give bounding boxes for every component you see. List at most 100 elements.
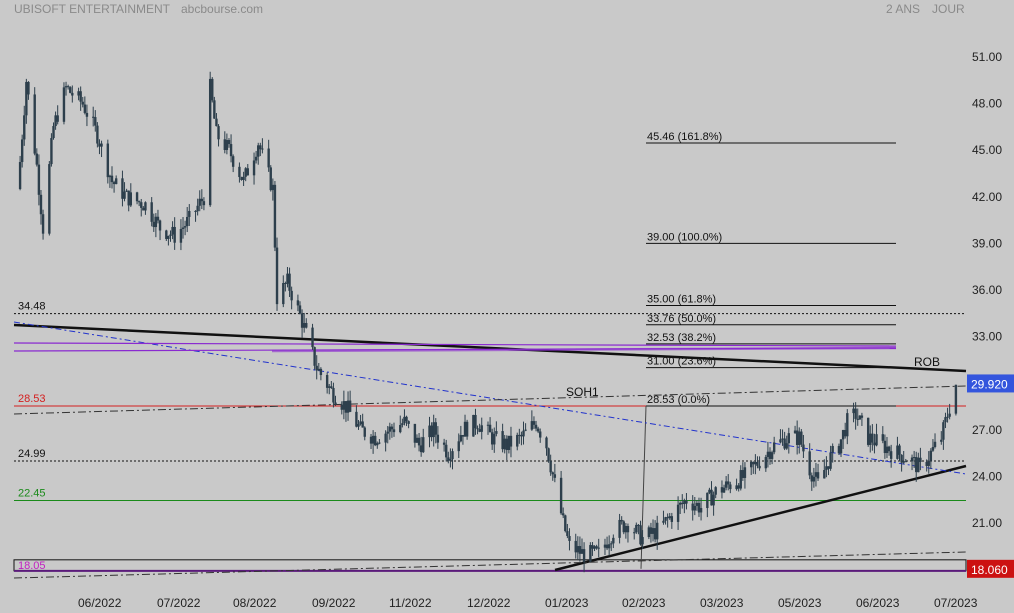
candle-body — [827, 466, 830, 469]
candle-body — [846, 413, 849, 437]
candle-body — [896, 445, 899, 459]
candle-body — [670, 516, 674, 522]
candle-body — [23, 115, 26, 140]
candle-body — [787, 433, 790, 444]
candle-body — [706, 492, 709, 509]
candle-body — [651, 528, 655, 534]
candle-body — [50, 138, 53, 165]
candle-body — [595, 546, 598, 549]
candle-body — [252, 160, 256, 176]
candle-body — [348, 400, 352, 412]
candle-body — [597, 547, 600, 549]
candle-body — [524, 429, 527, 431]
level-label: 34.48 — [18, 301, 46, 313]
candle-body — [768, 451, 772, 459]
candle-body — [639, 525, 642, 545]
level-label: 22.45 — [18, 487, 46, 499]
candle-body — [156, 216, 160, 221]
candle-body — [649, 527, 653, 534]
fibonacci-label: 45.46 (161.8%) — [647, 131, 722, 143]
candle-body — [445, 444, 448, 458]
candle-body — [490, 432, 494, 445]
y-tick-label: 27.00 — [972, 423, 1002, 437]
candle-body — [831, 446, 834, 453]
candle-body — [578, 546, 582, 554]
resistance-trendline — [13, 323, 967, 373]
candle-body — [344, 401, 348, 413]
candle-body — [536, 428, 540, 432]
candle-body — [770, 452, 774, 459]
candle-body — [317, 368, 320, 371]
candle-body — [167, 235, 170, 239]
period-button[interactable]: 2 ANS — [886, 2, 920, 16]
candle-body — [244, 168, 247, 177]
price-candles — [18, 71, 958, 573]
candle-body — [211, 78, 214, 101]
candle-body — [501, 431, 504, 450]
candle-body — [319, 368, 323, 376]
candle-body — [633, 532, 636, 534]
candle-body — [56, 115, 59, 122]
candle-body — [37, 164, 41, 195]
candle-body — [240, 177, 243, 180]
candle-body — [568, 535, 571, 541]
candle-body — [386, 431, 389, 434]
candle-body — [463, 421, 467, 437]
candle-body — [376, 443, 379, 446]
y-tick-label: 24.00 — [972, 469, 1002, 483]
candle-body — [371, 435, 375, 444]
candle-body — [618, 519, 621, 538]
candle-body — [407, 421, 410, 424]
candle-body — [54, 115, 57, 127]
candle-body — [357, 424, 360, 427]
candle-body — [530, 421, 534, 430]
candle-body — [71, 92, 74, 96]
candle-body — [727, 481, 730, 485]
candle-body — [693, 505, 696, 511]
candle-body — [929, 450, 933, 461]
candle-body — [562, 513, 565, 516]
candle-body — [714, 487, 717, 495]
candle-body — [198, 198, 201, 206]
interval-button[interactable]: JOUR — [932, 2, 965, 16]
candle-body — [388, 426, 392, 432]
candle-body — [697, 502, 701, 513]
candle-body — [779, 439, 782, 443]
candle-body — [685, 500, 688, 504]
candle-body — [823, 470, 826, 479]
candle-body — [330, 386, 333, 388]
candle-body — [875, 434, 878, 446]
candle-body — [591, 545, 594, 549]
candle-body — [359, 421, 362, 425]
purple-line-band — [271, 346, 897, 353]
level-label: 24.99 — [18, 448, 46, 460]
candle-body — [96, 125, 99, 144]
candle-body — [169, 234, 172, 236]
y-tick-label: 36.00 — [972, 283, 1002, 297]
candle-body — [607, 544, 611, 549]
candle-body — [92, 116, 95, 118]
candle-body — [856, 418, 859, 420]
chart-title: UBISOFT ENTERTAINMENT — [14, 2, 171, 16]
candle-body — [507, 435, 511, 450]
candle-body — [626, 526, 630, 533]
candle-body — [910, 457, 914, 462]
candle-body — [825, 466, 828, 471]
candle-body — [417, 437, 421, 446]
candle-body — [346, 400, 350, 413]
candle-body — [691, 503, 694, 511]
candle-body — [369, 436, 373, 444]
support-trendline — [554, 464, 967, 572]
candle-body — [683, 500, 686, 505]
candle-body — [887, 446, 891, 452]
candle-body — [549, 461, 552, 473]
candle-body — [474, 414, 477, 429]
candle-body — [390, 426, 394, 430]
candle-body — [841, 430, 845, 440]
candle-body — [428, 425, 431, 438]
candle-body — [261, 148, 264, 150]
candle-body — [593, 546, 596, 549]
candle-body — [208, 78, 212, 206]
candle-body — [559, 477, 563, 514]
